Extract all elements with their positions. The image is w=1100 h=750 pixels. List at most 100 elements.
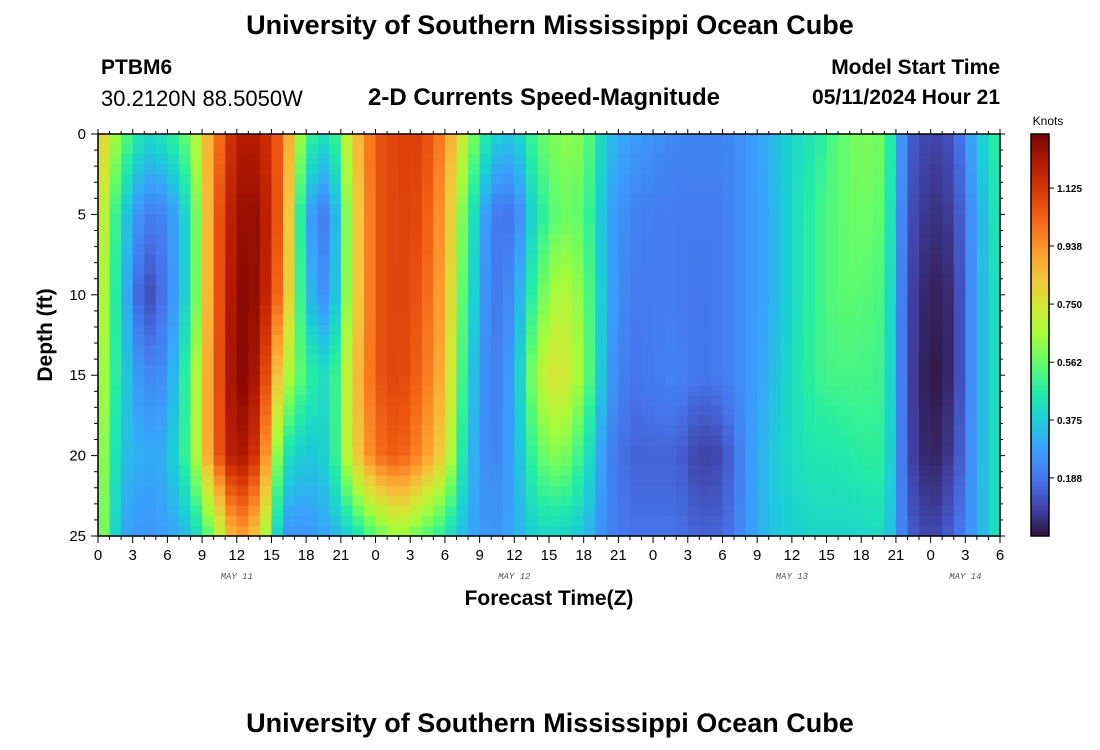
heatmap-cell	[895, 505, 909, 517]
heatmap-cell	[838, 425, 851, 437]
heatmap-cell	[190, 204, 203, 215]
heatmap-cell	[178, 415, 192, 427]
heatmap-cell	[236, 365, 249, 376]
heatmap-cell	[236, 174, 249, 185]
heatmap-cell	[965, 194, 978, 205]
heatmap-cell	[988, 395, 1001, 406]
heatmap-cell	[491, 244, 504, 256]
heatmap-cell	[814, 164, 828, 175]
heatmap-cell	[236, 375, 249, 386]
heatmap-cell	[606, 244, 619, 256]
heatmap-cell	[155, 495, 168, 507]
heatmap-cell	[352, 465, 365, 477]
heatmap-cell	[560, 194, 573, 205]
heatmap-cell	[387, 254, 400, 266]
heatmap-cell	[433, 405, 446, 416]
heatmap-cell	[283, 335, 296, 346]
heatmap-cell	[676, 405, 689, 416]
heatmap-cell	[595, 304, 608, 316]
heatmap-cell	[826, 455, 839, 467]
heatmap-cell	[340, 345, 354, 356]
heatmap-cell	[930, 184, 943, 195]
heatmap-cell	[988, 495, 1001, 507]
heatmap-cell	[618, 254, 631, 266]
heatmap-cell	[560, 134, 573, 145]
heatmap-cell	[178, 395, 192, 406]
heatmap-cell	[826, 475, 839, 487]
heatmap-cell	[895, 465, 909, 477]
heatmap-cell	[502, 194, 515, 205]
heatmap-cell	[965, 505, 978, 517]
heatmap-cell	[525, 355, 539, 366]
heatmap-cell	[375, 274, 388, 286]
heatmap-cell	[225, 214, 238, 226]
heatmap-cell	[664, 244, 677, 256]
heatmap-cell	[283, 244, 296, 256]
heatmap-cell	[618, 455, 631, 467]
heatmap-cell	[421, 244, 434, 256]
heatmap-cell	[942, 365, 955, 376]
heatmap-cell	[722, 445, 735, 457]
heatmap-cell	[826, 385, 839, 396]
heatmap-cell	[919, 234, 932, 246]
heatmap-cell	[722, 405, 735, 416]
heatmap-cell	[826, 405, 839, 416]
heatmap-cell	[132, 335, 145, 346]
heatmap-cell	[259, 465, 273, 477]
heatmap-cell	[259, 385, 273, 396]
heatmap-cell	[757, 184, 770, 195]
heatmap-cell	[190, 475, 203, 487]
heatmap-cell	[710, 465, 724, 477]
heatmap-cell	[514, 475, 527, 487]
heatmap-cell	[398, 304, 411, 316]
x-tick-label: 21	[333, 547, 350, 564]
heatmap-cell	[213, 224, 226, 236]
heatmap-cell	[780, 284, 793, 296]
heatmap-cell	[618, 234, 631, 246]
heatmap-cell	[780, 134, 793, 145]
heatmap-cell	[537, 425, 550, 437]
heatmap-cell	[444, 455, 458, 467]
heatmap-cell	[283, 164, 296, 175]
heatmap-cell	[572, 335, 585, 346]
heatmap-cell	[780, 435, 793, 447]
heatmap-cell	[965, 204, 978, 215]
heatmap-cell	[387, 284, 400, 296]
heatmap-cell	[988, 485, 1001, 497]
heatmap-cell	[271, 244, 284, 256]
heatmap-cell	[629, 475, 643, 487]
heatmap-cell	[259, 264, 273, 276]
heatmap-cell	[375, 445, 388, 457]
heatmap-cell	[468, 184, 481, 195]
heatmap-cell	[861, 485, 874, 497]
heatmap-cell	[872, 335, 885, 346]
heatmap-cell	[953, 254, 966, 266]
heatmap-cell	[976, 345, 990, 356]
heatmap-cell	[734, 204, 747, 215]
heatmap-cell	[491, 425, 504, 437]
heatmap-cell	[907, 244, 920, 256]
heatmap-cell	[387, 264, 400, 276]
heatmap-cell	[248, 415, 261, 427]
heatmap-cell	[976, 314, 990, 326]
heatmap-cell	[491, 515, 504, 527]
heatmap-cell	[155, 244, 168, 256]
heatmap-cell	[317, 214, 330, 226]
x-tick-label: 3	[129, 547, 137, 564]
heatmap-cell	[421, 134, 434, 145]
heatmap-cell	[641, 274, 654, 286]
heatmap-cell	[121, 405, 134, 416]
heatmap-cell	[606, 405, 619, 416]
heatmap-cell	[294, 385, 307, 396]
heatmap-cell	[745, 204, 758, 215]
heatmap-cell	[861, 204, 874, 215]
heatmap-cell	[178, 435, 192, 447]
heatmap-cell	[687, 154, 700, 165]
heatmap-cell	[664, 254, 677, 266]
heatmap-cell	[479, 174, 492, 185]
heatmap-cell	[178, 274, 192, 286]
heatmap-cell	[98, 485, 111, 497]
heatmap-cell	[514, 515, 527, 527]
